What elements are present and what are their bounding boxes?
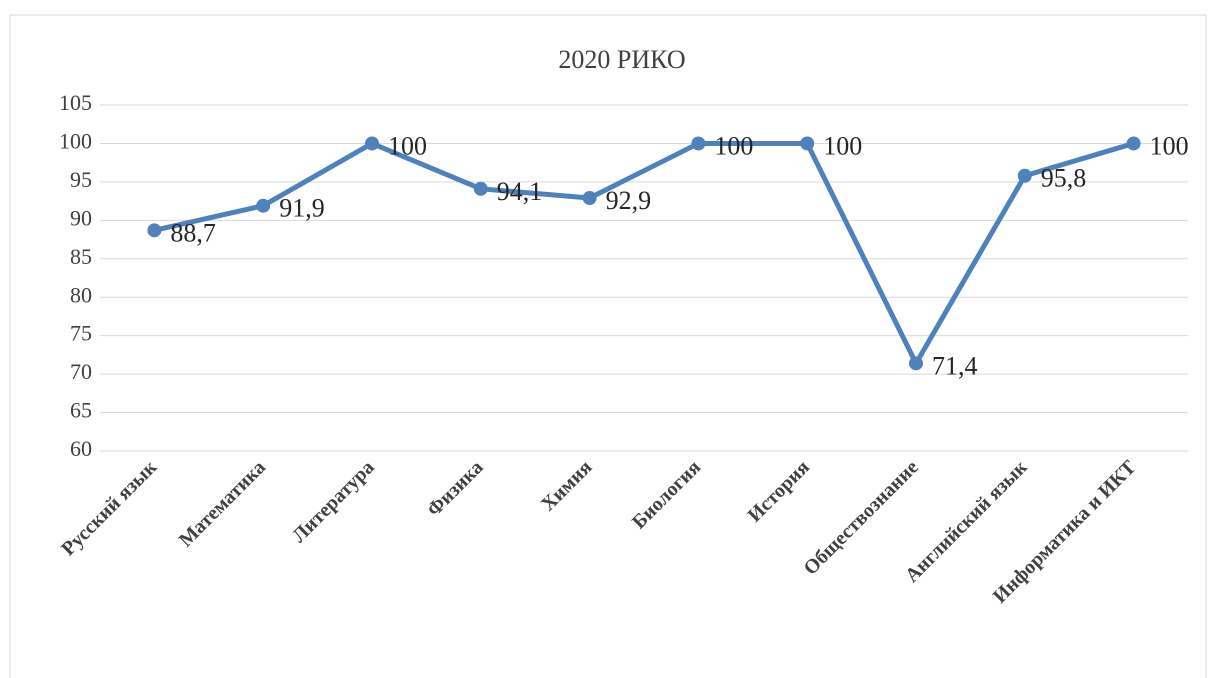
- chart-title: 2020 РИКО: [558, 45, 685, 74]
- y-tick-label: 80: [70, 282, 92, 307]
- marker: [473, 181, 488, 196]
- y-tick-label: 95: [70, 167, 92, 192]
- line: [153, 140, 1135, 366]
- marker: [1017, 168, 1032, 183]
- data-label: 91,9: [279, 194, 325, 223]
- marker: [800, 136, 815, 151]
- chart-border: [9, 14, 1207, 678]
- marker: [909, 356, 923, 371]
- y-tick-label: 70: [70, 359, 92, 384]
- y-tick-label: 100: [59, 128, 92, 153]
- y-tick-label: 90: [70, 205, 92, 230]
- data-label: 88,7: [170, 218, 216, 247]
- data-label: 71,4: [932, 351, 978, 380]
- marker: [365, 136, 379, 151]
- data-label: 100: [388, 131, 427, 160]
- marker: [256, 198, 271, 213]
- data-label: 100: [823, 131, 862, 160]
- marker: [1126, 136, 1141, 151]
- marker: [691, 136, 706, 151]
- y-tick-label: 85: [70, 244, 92, 269]
- y-tick-label: 65: [70, 398, 92, 423]
- marker: [582, 191, 597, 206]
- data-label: 100: [714, 131, 753, 160]
- data-label: 92,9: [606, 186, 652, 215]
- marker: [147, 223, 162, 238]
- y-tick-label: 105: [59, 90, 92, 115]
- y-tick-label: 60: [70, 436, 92, 461]
- data-label: 100: [1150, 131, 1189, 160]
- y-tick-label: 75: [70, 321, 92, 346]
- data-label: 95,8: [1041, 164, 1087, 193]
- data-label: 94,1: [497, 177, 543, 206]
